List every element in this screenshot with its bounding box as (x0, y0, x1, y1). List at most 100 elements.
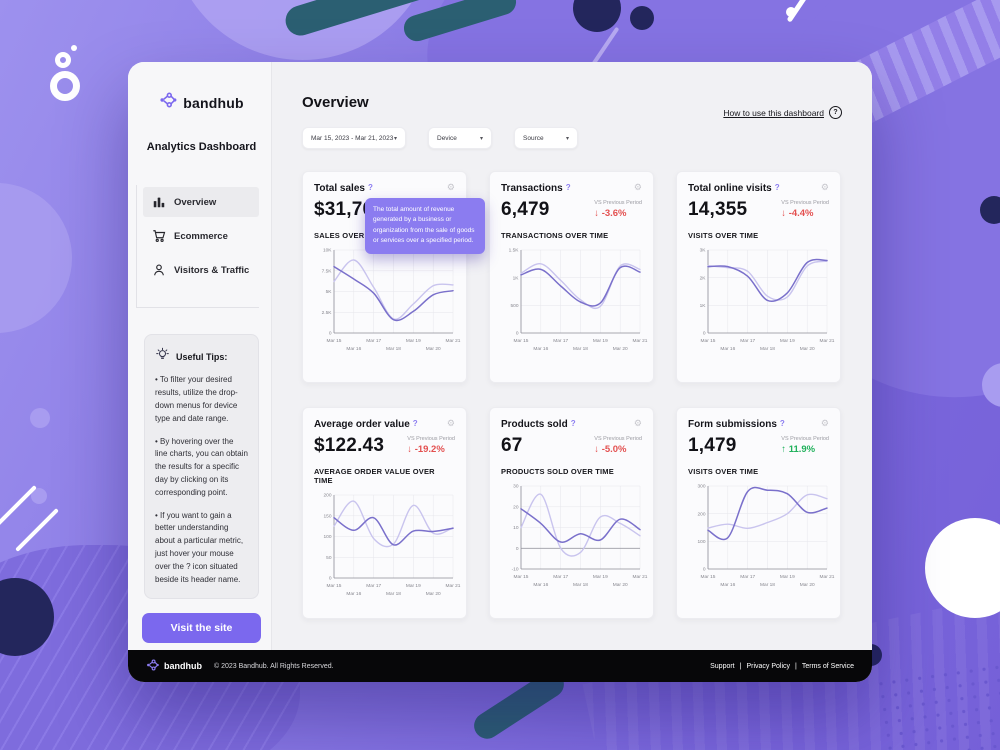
gear-icon[interactable]: ⚙ (446, 418, 455, 428)
visits-line-chart[interactable]: 0 1K 2K 3K Mar 15 Mar 16 Mar 17 Mar 18 Mar 19 Mar… (688, 243, 835, 361)
submissions-line-chart[interactable]: 0 100 200 300 Mar 15 Mar 16 Mar 17 Mar 18 Mar 19… (688, 479, 834, 597)
gear-icon[interactable]: ⚙ (820, 418, 829, 428)
card-title: Products sold (501, 419, 568, 430)
bg-dot (30, 408, 50, 428)
svg-text:100: 100 (323, 534, 331, 540)
arrow-down-icon: ↓ (781, 208, 787, 219)
help-icon[interactable]: ? (774, 183, 780, 192)
svg-text:0: 0 (516, 546, 519, 552)
svg-text:0: 0 (329, 576, 332, 582)
device-value: Device (437, 134, 457, 142)
arrow-down-icon: ↓ (594, 208, 600, 219)
svg-text:Mar 16: Mar 16 (346, 591, 361, 597)
svg-text:Mar 16: Mar 16 (720, 346, 735, 352)
source-value: Source (523, 134, 544, 142)
help-icon[interactable]: ? (565, 183, 571, 192)
bg-dot (31, 488, 47, 504)
svg-text:Mar 21: Mar 21 (820, 338, 835, 344)
svg-text:3K: 3K (700, 248, 707, 254)
sidebar-item-visitors-traffic[interactable]: Visitors & Traffic (143, 255, 259, 285)
svg-text:Mar 17: Mar 17 (366, 583, 381, 589)
help-icon[interactable]: ? (412, 419, 418, 428)
card-title: Total online visits (688, 183, 772, 194)
svg-text:Mar 21: Mar 21 (633, 338, 648, 344)
main-content: Overview How to use this dashboard ? Mar… (272, 62, 872, 650)
svg-text:Mar 19: Mar 19 (406, 583, 421, 589)
delta-value: ↓ -4.4% (781, 208, 814, 219)
delta-block: VS Previous Period ↑ 11.9% (781, 435, 829, 455)
gear-icon[interactable]: ⚙ (446, 182, 455, 192)
gear-icon[interactable]: ⚙ (633, 182, 642, 192)
gear-icon[interactable]: ⚙ (633, 418, 642, 428)
help-icon[interactable]: ? (779, 419, 785, 428)
card-total-sales: Total sales ? ⚙ $31,70 SALES OVER TIME 0… (302, 171, 485, 383)
date-range-dropdown[interactable]: Mar 15, 2023 - Mar 21, 2023 ▾ (302, 127, 406, 149)
card-total-online-visits: Total online visits ? ⚙ 14,355 VS Previo… (676, 171, 841, 383)
svg-text:200: 200 (323, 493, 331, 499)
svg-text:100: 100 (697, 539, 705, 545)
svg-text:Mar 18: Mar 18 (573, 346, 588, 352)
footer-link-support[interactable]: Support (710, 662, 735, 670)
device-dropdown[interactable]: Device ▾ (428, 127, 492, 149)
gear-icon[interactable]: ⚙ (820, 182, 829, 192)
help-icon[interactable]: ? (570, 419, 576, 428)
vs-previous-label: VS Previous Period (594, 436, 642, 442)
footer-link-terms[interactable]: Terms of Service (801, 662, 854, 670)
products-line-chart[interactable]: -10 0 10 20 30 Mar 15 Mar 16 Mar 17 Mar 18 Mar 19… (501, 479, 648, 597)
svg-text:Mar 21: Mar 21 (820, 574, 835, 580)
footer-brand-name: bandhub (164, 661, 202, 671)
bg-line (15, 508, 59, 552)
metric-tooltip: The total amount of revenue generated by… (365, 198, 485, 254)
sidebar-item-ecommerce[interactable]: Ecommerce (143, 221, 259, 251)
date-range-value: Mar 15, 2023 - Mar 21, 2023 (311, 134, 394, 142)
help-link[interactable]: How to use this dashboard ? (723, 106, 842, 119)
delta-value: ↓ -3.6% (594, 208, 627, 219)
tip-item: • To filter your desired results, utiliz… (155, 375, 238, 423)
svg-text:Mar 17: Mar 17 (553, 338, 568, 344)
delta-block: VS Previous Period ↓ -3.6% (594, 199, 642, 219)
bar-chart-icon (152, 195, 166, 209)
source-dropdown[interactable]: Source ▾ (514, 127, 578, 149)
bandhub-logo-icon (146, 659, 160, 673)
bg-circle (0, 183, 72, 333)
chevron-down-icon: ▾ (393, 135, 397, 142)
svg-text:2K: 2K (700, 275, 707, 281)
card-average-order-value: Average order value ? ⚙ $122.43 VS Previ… (302, 407, 467, 619)
sidebar-item-label: Overview (174, 196, 217, 208)
cart-icon (152, 229, 166, 243)
help-link-label[interactable]: How to use this dashboard (723, 107, 824, 118)
svg-text:Mar 15: Mar 15 (701, 574, 716, 580)
svg-text:0: 0 (516, 331, 519, 337)
svg-text:30: 30 (513, 484, 519, 490)
metric-value: 1,479 (688, 435, 737, 456)
svg-text:Mar 18: Mar 18 (573, 582, 588, 588)
help-icon[interactable]: ? (367, 183, 373, 192)
aov-line-chart[interactable]: 0 50 100 150 200 Mar 15 Mar 16 Mar 17 Mar 18 Mar … (314, 488, 460, 606)
dashboard-window: bandhub Analytics Dashboard Overview (128, 62, 872, 682)
footer-links: Support | Privacy Policy | Terms of Serv… (710, 663, 854, 670)
metric-value: 14,355 (688, 199, 748, 220)
visit-site-button[interactable]: Visit the site (141, 613, 262, 644)
svg-text:Mar 17: Mar 17 (553, 574, 568, 580)
svg-text:2.5K: 2.5K (322, 310, 333, 316)
svg-text:Mar 17: Mar 17 (740, 338, 755, 344)
svg-text:50: 50 (326, 555, 332, 561)
sidebar-item-overview[interactable]: Overview (143, 187, 259, 217)
help-circle-icon[interactable]: ? (829, 106, 842, 119)
delta-block: VS Previous Period ↓ -5.0% (594, 435, 642, 455)
brand-ring-mark (50, 71, 80, 101)
svg-text:1K: 1K (700, 303, 707, 309)
brand: bandhub (144, 92, 259, 113)
sidebar-item-label: Ecommerce (174, 230, 228, 242)
svg-text:Mar 15: Mar 15 (514, 574, 529, 580)
delta-value: ↓ -19.2% (407, 444, 445, 455)
chart-section-label: TRANSACTIONS OVER TIME (501, 231, 609, 240)
transactions-line-chart[interactable]: 0 500 1K 1.5K Mar 15 Mar 16 Mar 17 Mar 18 Mar 19… (501, 243, 648, 361)
svg-text:Mar 20: Mar 20 (613, 346, 628, 352)
sales-line-chart[interactable]: 0 2.5K 5K 7.5K 10K Mar 15 Mar 16 Mar 17 Mar 18 Ma… (314, 243, 461, 361)
svg-text:Mar 20: Mar 20 (800, 346, 815, 352)
footer-link-privacy[interactable]: Privacy Policy (746, 662, 791, 670)
svg-text:1.5K: 1.5K (509, 248, 520, 254)
svg-text:Mar 20: Mar 20 (800, 582, 815, 588)
svg-text:Mar 18: Mar 18 (386, 591, 401, 597)
